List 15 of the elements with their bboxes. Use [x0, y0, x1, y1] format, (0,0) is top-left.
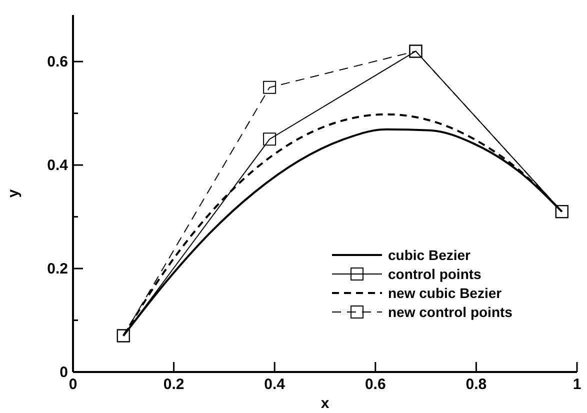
y-tick-label: 0.6	[47, 54, 68, 71]
y-axis-title: y	[5, 188, 22, 198]
x-tick-label: 1	[572, 376, 582, 393]
legend-label: new cubic Bezier	[388, 285, 502, 301]
legend-label: cubic Bezier	[388, 247, 472, 263]
y-tick-label: 0	[60, 364, 68, 381]
x-tick-label: 0.4	[264, 376, 286, 393]
legend-label: control points	[388, 266, 482, 282]
x-tick-label: 0.2	[163, 376, 184, 393]
legend-label: new control points	[388, 304, 513, 320]
x-tick-label: 0.8	[466, 376, 487, 393]
x-tick-label: 0.6	[364, 376, 386, 393]
y-tick-label: 0.4	[47, 157, 69, 174]
x-axis-title: x	[320, 395, 330, 412]
y-tick-label: 0.2	[47, 260, 68, 278]
